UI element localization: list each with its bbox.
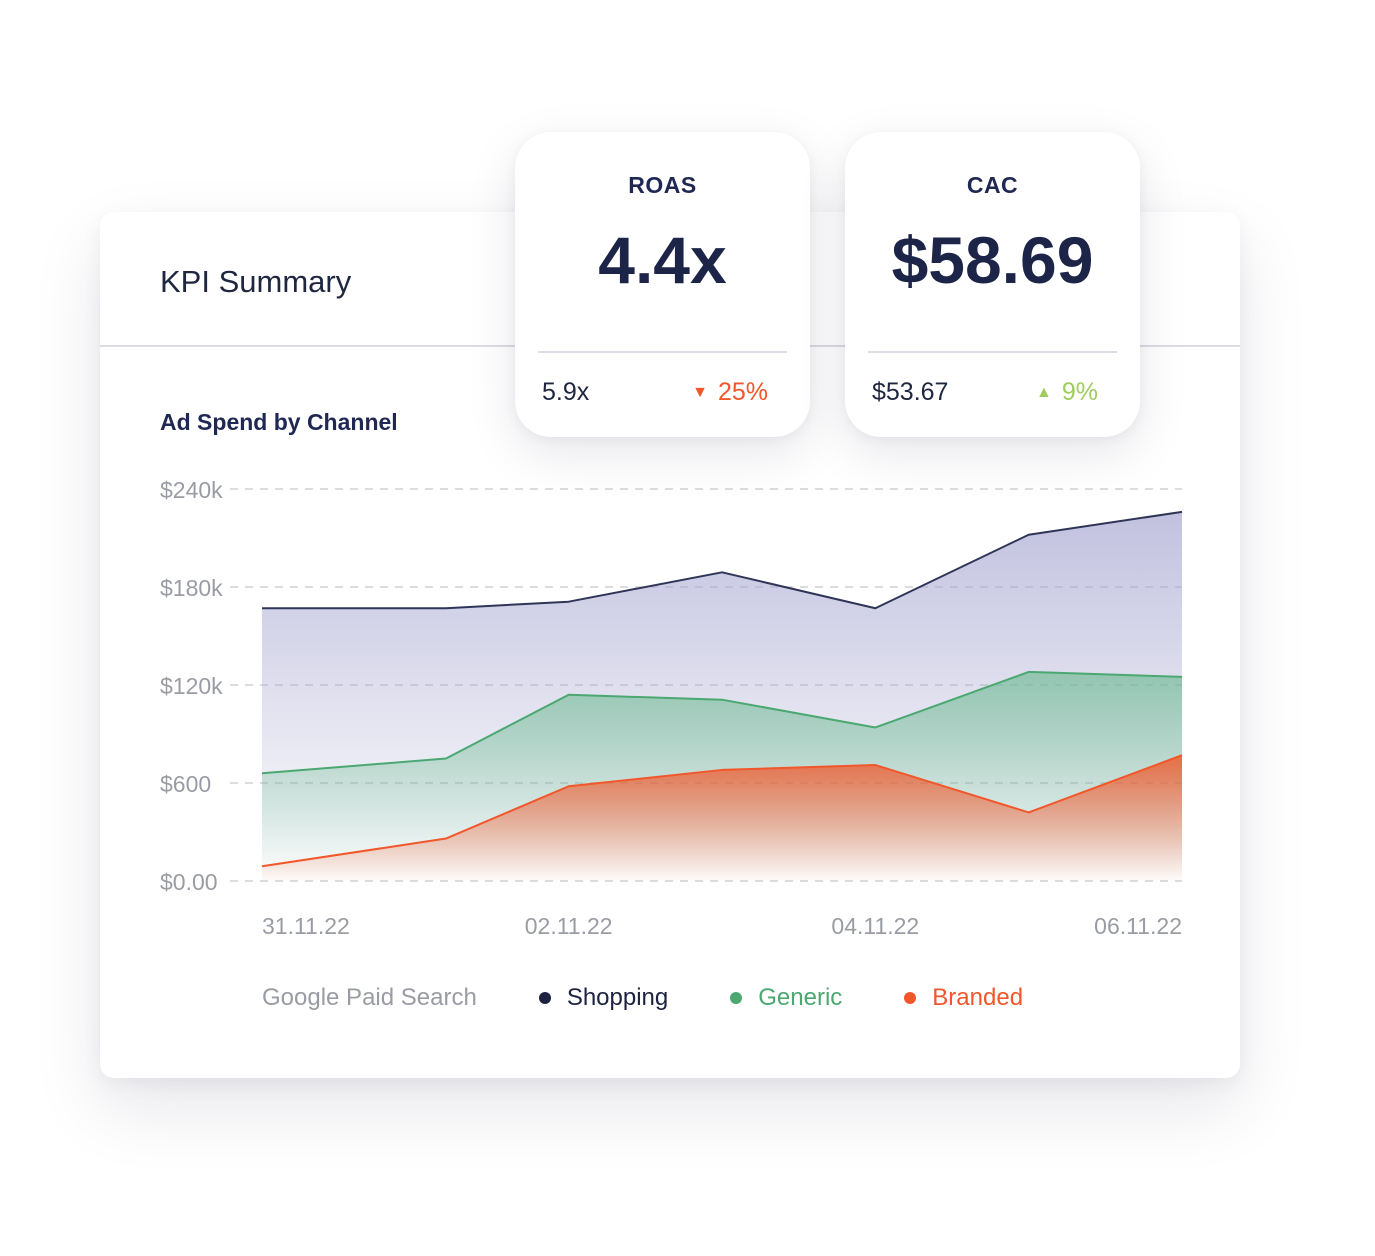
kpi-card-cac: CAC $58.69 $53.67 ▲ 9% bbox=[845, 132, 1140, 437]
kpi-change-value: 25% bbox=[717, 378, 768, 406]
kpi-value: 4.4x bbox=[598, 223, 727, 297]
kpi-change-value: 9% bbox=[1061, 378, 1098, 406]
kpi-change: ▲ 9% bbox=[1036, 378, 1098, 407]
series-areas bbox=[262, 511, 1182, 881]
line-shopping bbox=[262, 510, 1183, 610]
line-generic bbox=[261, 670, 1183, 775]
legend-dot-icon bbox=[538, 992, 551, 1004]
series-lines bbox=[261, 510, 1183, 868]
legend-prefix: Google Paid Search bbox=[262, 984, 477, 1011]
y-tick-label: $600 bbox=[160, 771, 211, 797]
y-tick-label: $120k bbox=[160, 673, 223, 699]
y-tick-label: $0.00 bbox=[160, 869, 218, 895]
x-tick-label: 02.11.22 bbox=[525, 913, 613, 939]
kpi-label: CAC bbox=[966, 172, 1019, 198]
legend-label: Generic bbox=[758, 984, 843, 1011]
kpi-previous-value: 5.9x bbox=[542, 378, 590, 406]
y-tick-label: $240k bbox=[160, 477, 223, 503]
y-tick-label: $180k bbox=[160, 575, 223, 601]
panel-title: KPI Summary bbox=[160, 264, 352, 299]
chart-legend: Google Paid Search Shopping Generic Bran… bbox=[262, 983, 1085, 1013]
kpi-value: $58.69 bbox=[891, 223, 1094, 297]
legend-item-branded: Branded bbox=[904, 984, 1023, 1012]
kpi-divider bbox=[868, 351, 1117, 353]
x-axis-ticks: 31.11.22 02.11.22 04.11.22 06.11.22 bbox=[262, 913, 1182, 939]
legend-dot-icon bbox=[730, 992, 743, 1004]
chart-title: Ad Spend by Channel bbox=[160, 409, 398, 435]
legend-label: Branded bbox=[932, 984, 1024, 1011]
legend-item-generic: Generic bbox=[730, 984, 842, 1012]
legend-item-shopping: Shopping bbox=[538, 984, 669, 1012]
kpi-card-roas: ROAS 4.4x 5.9x ▼ 25% bbox=[515, 132, 810, 437]
x-tick-label: 31.11.22 bbox=[262, 913, 350, 939]
triangle-up-icon: ▲ bbox=[1036, 384, 1052, 401]
legend-dot-icon bbox=[904, 992, 917, 1004]
kpi-previous-value: $53.67 bbox=[872, 378, 949, 406]
kpi-label: ROAS bbox=[628, 172, 697, 198]
triangle-down-icon: ▼ bbox=[692, 384, 708, 401]
kpi-divider bbox=[538, 351, 787, 353]
legend-label: Shopping bbox=[566, 984, 669, 1011]
line-branded bbox=[261, 754, 1183, 868]
x-tick-label: 06.11.22 bbox=[1094, 913, 1182, 939]
y-axis-ticks: $0.00 $600 $120k $180k $240k bbox=[160, 477, 223, 895]
x-tick-label: 04.11.22 bbox=[831, 913, 919, 939]
area-branded bbox=[262, 755, 1182, 881]
kpi-change: ▼ 25% bbox=[692, 378, 768, 407]
